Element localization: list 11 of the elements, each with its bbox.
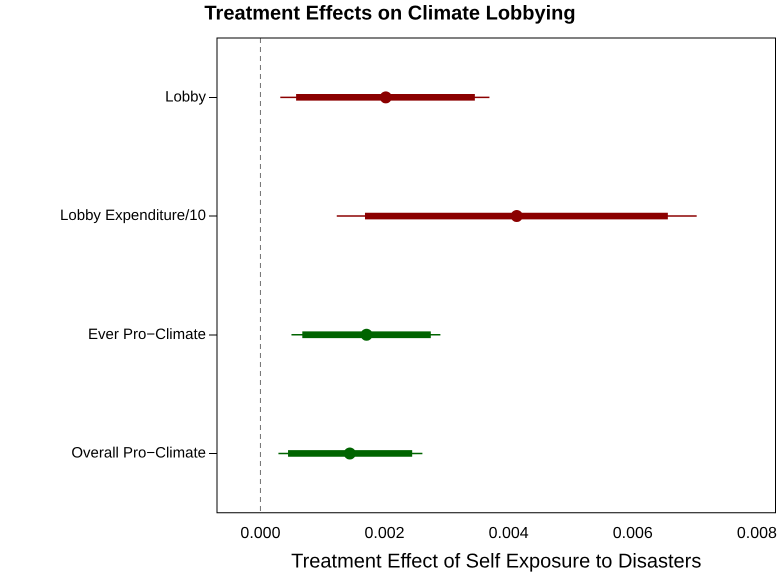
x-tick-label: 0.000	[240, 524, 281, 542]
x-tick-label: 0.002	[364, 524, 405, 542]
x-axis-title: Treatment Effect of Self Exposure to Disasters	[291, 550, 702, 573]
y-tick-label: Ever Pro−Climate	[88, 326, 206, 343]
x-tick-label: 0.006	[612, 524, 653, 542]
x-tick-label: 0.008	[736, 524, 777, 542]
chart-title: Treatment Effects on Climate Lobbying	[204, 2, 576, 25]
y-tick-label: Lobby	[165, 88, 206, 106]
y-tick-label: Lobby Expenditure/10	[60, 207, 206, 224]
x-tick-label: 0.004	[488, 524, 529, 542]
y-tick-label: Overall Pro−Climate	[71, 444, 206, 462]
